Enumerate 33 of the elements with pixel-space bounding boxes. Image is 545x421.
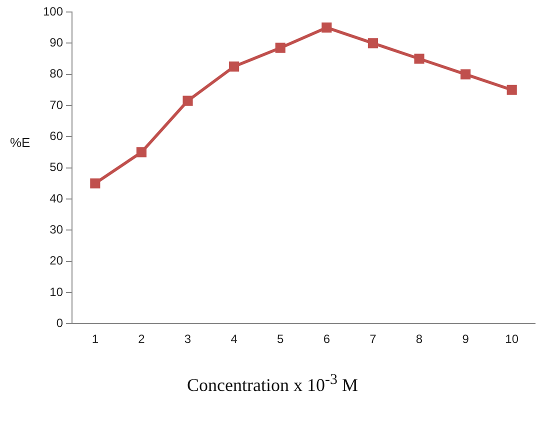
x-tick-label: 7 [370,332,377,346]
point [275,42,286,53]
y-tick-label: 0 [56,316,64,330]
point [90,178,100,188]
point [414,54,424,64]
x-tick-label: 9 [462,332,470,346]
y-tick-label: 30 [50,222,64,236]
point [460,69,471,80]
y-tick-label: 10 [50,284,64,299]
x-tick-label: 10 [505,332,519,346]
point [229,61,240,72]
y-tick-label: 80 [50,66,64,81]
x-tick-label: 3 [184,332,192,346]
point [368,38,378,48]
y-tick-label: 100 [42,4,64,18]
x-tick-label: 5 [277,332,284,346]
y-axis-title: %E [10,135,30,150]
x-tick-label: 2 [138,332,146,346]
y-tick-label: 50 [50,160,64,174]
x-tick-label: 6 [323,332,330,346]
y-tick-label: 90 [50,35,64,50]
y-tick-label: 60 [50,128,64,143]
point [182,96,193,106]
y-tick-label: 20 [50,254,64,268]
point [506,84,517,95]
y-tick-label: 40 [50,191,64,206]
x-tick-label: 4 [230,332,238,346]
y-tick-label: 70 [50,98,64,112]
point [322,22,332,33]
point [136,147,147,158]
x-axis-title: Concentration x 10$^{-3}$ M [186,372,359,396]
x-tick-label: 8 [416,332,423,346]
x-tick-label: 1 [92,332,99,346]
